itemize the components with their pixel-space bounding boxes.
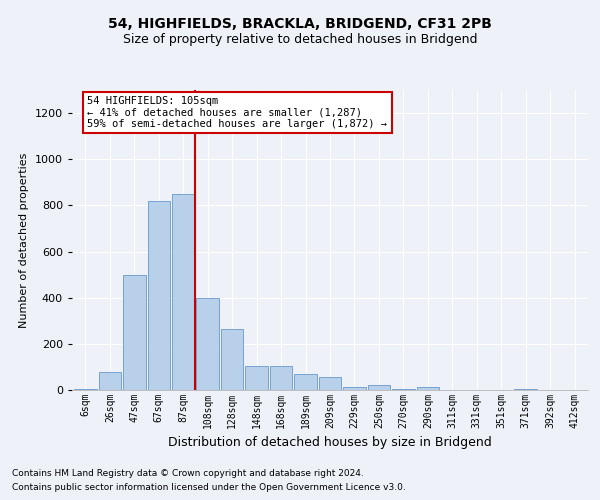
Bar [74, 389, 97, 390]
Bar [98, 372, 121, 390]
Text: Size of property relative to detached houses in Bridgend: Size of property relative to detached ho… [123, 32, 477, 46]
Text: 54 HIGHFIELDS: 105sqm
← 41% of detached houses are smaller (1,287)
59% of semi-d: 54 HIGHFIELDS: 105sqm ← 41% of detached … [88, 96, 388, 129]
Bar [416, 386, 439, 390]
Bar [319, 378, 341, 390]
Bar [148, 201, 170, 390]
Bar [245, 366, 268, 390]
Bar [392, 389, 415, 390]
Bar [221, 329, 244, 390]
Bar [368, 386, 390, 390]
Text: Contains public sector information licensed under the Open Government Licence v3: Contains public sector information licen… [12, 484, 406, 492]
Bar [196, 298, 219, 390]
Bar [123, 274, 146, 390]
Bar [172, 194, 194, 390]
X-axis label: Distribution of detached houses by size in Bridgend: Distribution of detached houses by size … [168, 436, 492, 450]
Bar [343, 386, 366, 390]
Text: Contains HM Land Registry data © Crown copyright and database right 2024.: Contains HM Land Registry data © Crown c… [12, 468, 364, 477]
Bar [514, 389, 537, 390]
Bar [294, 374, 317, 390]
Bar [270, 366, 292, 390]
Text: 54, HIGHFIELDS, BRACKLA, BRIDGEND, CF31 2PB: 54, HIGHFIELDS, BRACKLA, BRIDGEND, CF31 … [108, 18, 492, 32]
Y-axis label: Number of detached properties: Number of detached properties [19, 152, 29, 328]
